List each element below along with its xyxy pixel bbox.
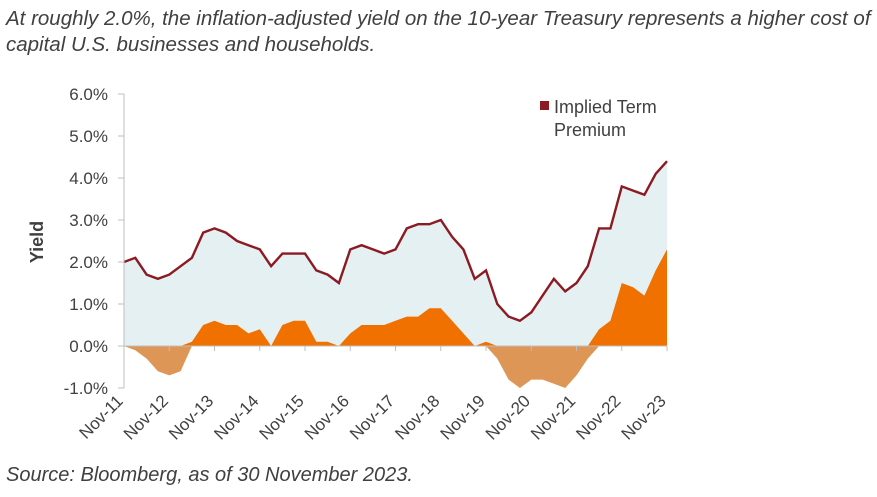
x-tick-label: Nov-18	[391, 391, 443, 443]
legend-label-line-1: Implied Term	[554, 97, 657, 117]
x-tick-label: Nov-12	[120, 391, 172, 443]
x-tick-label: Nov-17	[346, 391, 398, 443]
legend-label-line-2: Premium	[554, 120, 626, 140]
y-tick-label: 2.0%	[69, 253, 108, 272]
y-tick-label: 3.0%	[69, 211, 108, 230]
legend-swatch	[540, 101, 549, 110]
real-yield-positive-area	[124, 249, 667, 346]
nominal-yield-area	[124, 161, 667, 346]
term-premium-line	[123, 160, 668, 323]
x-tick-label: Nov-13	[165, 391, 217, 443]
x-tick-label: Nov-20	[482, 391, 534, 443]
x-tick-label: Nov-22	[572, 391, 624, 443]
chart-title: At roughly 2.0%, the inflation-adjusted …	[6, 7, 871, 56]
source-note: Source: Bloomberg, as of 30 November 202…	[6, 464, 413, 486]
x-tick-label: Nov-19	[437, 391, 489, 443]
x-tick-label: Nov-23	[618, 391, 670, 443]
y-axis-label: Yield	[27, 221, 47, 263]
x-tick-label: Nov-16	[301, 391, 353, 443]
x-tick-label: Nov-11	[76, 391, 127, 442]
y-tick-label: 1.0%	[69, 295, 108, 314]
y-tick-label: -1.0%	[64, 379, 108, 398]
y-tick-label: 4.0%	[69, 169, 108, 188]
y-tick-label: 5.0%	[69, 127, 108, 146]
y-tick-label: 0.0%	[69, 337, 108, 356]
x-tick-label: Nov-21	[527, 391, 579, 443]
real-yield-negative-area	[124, 346, 667, 388]
x-tick-label: Nov-14	[210, 391, 262, 443]
y-tick-label: 6.0%	[69, 85, 108, 104]
x-tick-label: Nov-15	[256, 391, 308, 443]
